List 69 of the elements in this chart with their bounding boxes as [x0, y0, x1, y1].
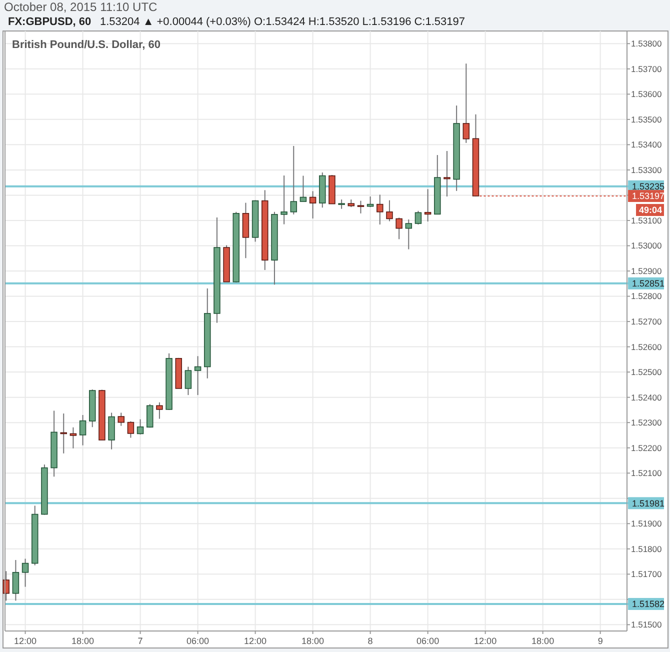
- candlestick: [300, 175, 307, 202]
- y-tick-label: 1.53400: [631, 140, 662, 150]
- y-tick-label: 1.52100: [631, 468, 662, 478]
- x-tick-label: 18:00: [72, 636, 94, 646]
- ref-line-label: 1.51582: [632, 599, 665, 610]
- y-tick-label: 1.53000: [631, 240, 662, 251]
- x-tick-label: 18:00: [532, 636, 554, 646]
- y-tick-label: 1.53300: [631, 164, 662, 175]
- chart-title: FX:GBPUSD, 60: [8, 16, 92, 28]
- annotation: British Pound/U.S. Dollar, 60: [12, 39, 161, 51]
- ref-line-label: 1.51981: [632, 498, 665, 508]
- candlestick: [156, 402, 163, 420]
- candlestick: [2, 570, 10, 602]
- candlestick: [12, 560, 20, 602]
- x-tick-label: 06:00: [416, 636, 440, 646]
- y-tick-label: 1.52700: [631, 316, 662, 326]
- y-tick-label: 1.51700: [631, 569, 662, 580]
- candlestick: [405, 218, 412, 250]
- x-tick-label: 06:00: [186, 636, 210, 646]
- y-tick-label: 1.51500: [631, 620, 662, 630]
- x-tick-label: 12:00: [14, 636, 37, 646]
- y-tick-label: 1.53800: [631, 38, 662, 49]
- y-tick-label: 1.52800: [631, 291, 662, 302]
- candlestick: [386, 200, 393, 222]
- candlestick: [414, 210, 422, 226]
- candlestick: [309, 190, 316, 219]
- candlestick: [127, 420, 134, 438]
- y-tick-label: 1.51800: [631, 544, 662, 554]
- text: October 08, 2015 11:10 UTC: [4, 0, 158, 14]
- candlestick: [424, 188, 432, 222]
- y-tick-label: 1.52500: [631, 367, 662, 378]
- y-tick-label: 1.52200: [631, 442, 662, 453]
- candlestick: [242, 202, 250, 259]
- candlestick: [396, 217, 402, 240]
- chart-subtitle: 1.53204 ▲ +0.00044 (+0.03%) O:1.53424 H:1.53520 L:1.53196 C:1.53197: [100, 16, 466, 28]
- candlestick: [79, 414, 86, 446]
- y-tick-label: 1.52900: [631, 266, 662, 276]
- x-tick-label: 9: [598, 636, 603, 646]
- candlestick: [146, 404, 154, 428]
- x-tick-label: 8: [368, 636, 373, 646]
- candlestick: [194, 356, 202, 396]
- candlestick: [376, 194, 384, 226]
- candlestick: [184, 366, 192, 396]
- candlestick: [118, 412, 124, 426]
- ref-line-label: 1.52851: [632, 278, 665, 289]
- y-tick-label: 1.53700: [631, 64, 662, 74]
- x-tick-label: 7: [138, 636, 143, 646]
- y-tick-label: 1.52400: [631, 392, 662, 402]
- candlestick: [108, 412, 115, 450]
- candlestick: [70, 426, 77, 449]
- candlestick: [22, 558, 29, 588]
- candlestick: [290, 145, 298, 215]
- candlestick: [136, 418, 144, 435]
- y-tick-label: 1.52300: [631, 418, 662, 428]
- annotation: 1.53197: [632, 191, 665, 202]
- x-tick-label: 12:00: [474, 636, 497, 646]
- x-tick-label: 18:00: [302, 636, 324, 646]
- candlestick: [444, 150, 450, 197]
- candlestick: [462, 63, 470, 144]
- candlestick: [280, 175, 288, 225]
- y-tick-label: 1.53500: [631, 114, 662, 124]
- x-tick-label: 12:00: [244, 636, 267, 646]
- y-tick-label: 1.52600: [631, 342, 662, 352]
- candlestick: [338, 199, 345, 210]
- text: 49:04: [638, 205, 662, 216]
- y-tick-label: 1.53100: [631, 215, 662, 226]
- y-tick-label: 1.51900: [631, 518, 662, 529]
- candlestick: [357, 200, 364, 214]
- y-tick-label: 1.53600: [631, 89, 662, 100]
